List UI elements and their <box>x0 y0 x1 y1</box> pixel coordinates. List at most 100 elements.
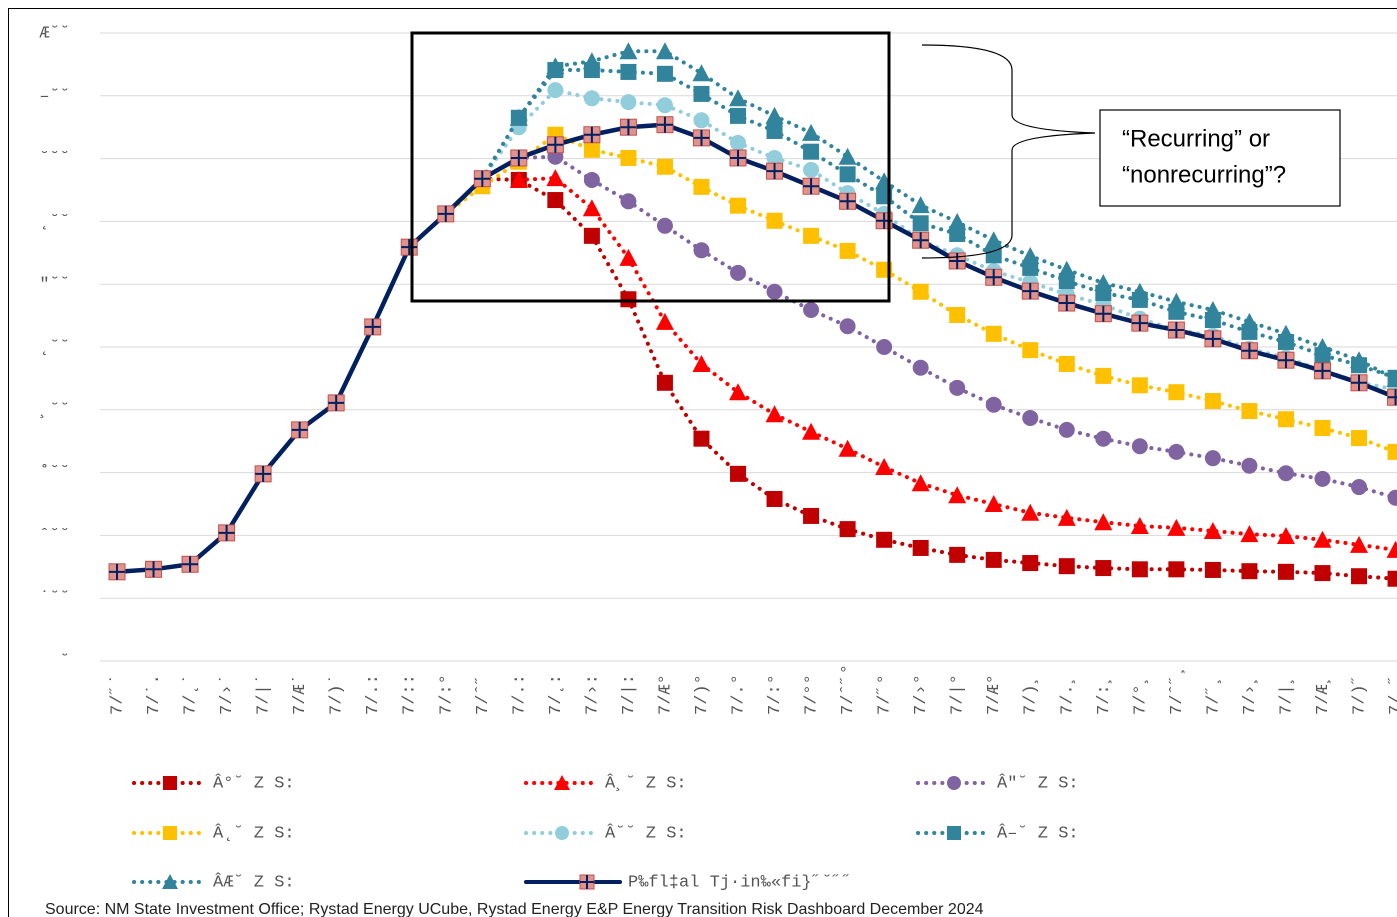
marker <box>1057 260 1076 278</box>
marker <box>1095 560 1112 577</box>
marker <box>766 149 783 166</box>
marker <box>985 325 1002 342</box>
marker <box>579 874 595 890</box>
marker <box>1130 282 1149 300</box>
marker <box>985 396 1002 413</box>
marker <box>839 521 856 538</box>
marker <box>912 231 930 249</box>
marker-cross <box>474 170 491 187</box>
marker <box>1387 570 1397 587</box>
y-tick-label: ˚˘˘ <box>39 464 70 483</box>
marker-cross <box>766 163 783 180</box>
marker-cross <box>620 119 637 136</box>
marker <box>1167 292 1186 310</box>
x-tick-label: 7/.° <box>729 674 748 715</box>
marker <box>803 301 820 318</box>
x-tick-label: 7/Æ¸ <box>1314 674 1333 715</box>
marker-cross <box>1314 362 1331 379</box>
marker <box>949 306 966 323</box>
marker <box>656 374 673 391</box>
marker <box>693 430 710 447</box>
marker <box>693 242 710 259</box>
marker-cross <box>1241 342 1258 359</box>
legend-item: ÂÆ˘ Z S: <box>132 872 295 892</box>
marker <box>730 465 747 482</box>
marker-cross <box>1387 389 1397 406</box>
legend-label: Â″˘ Z S: <box>997 773 1079 793</box>
marker <box>1022 342 1039 359</box>
marker <box>803 143 820 160</box>
y-tick-label: ˛˘˘ <box>39 338 70 357</box>
marker <box>1057 508 1076 526</box>
marker <box>1350 535 1369 553</box>
marker <box>802 123 821 141</box>
annotation: “Recurring” or <box>1122 125 1270 152</box>
marker <box>984 495 1003 512</box>
marker <box>838 439 857 457</box>
marker <box>163 826 177 840</box>
marker <box>546 169 565 187</box>
x-tick-label: 7/|° <box>949 674 968 715</box>
y-tick-label: ˘ <box>60 652 70 671</box>
marker <box>620 149 637 166</box>
marker <box>509 108 528 126</box>
legend-label: Â˛˘ Z S: <box>213 823 295 843</box>
marker <box>1277 411 1294 428</box>
x-tick-label: 7/)¸ <box>1022 674 1041 715</box>
y-tick-label: ˙˘˘ <box>39 590 70 609</box>
x-tick-label: 7/°¸ <box>1131 674 1150 715</box>
source: Source: NM State Investment Office; Ryst… <box>45 901 984 917</box>
marker <box>803 507 820 524</box>
marker <box>1095 367 1112 384</box>
marker <box>1203 300 1222 318</box>
marker <box>656 217 673 234</box>
marker-cross <box>182 556 199 573</box>
marker <box>509 170 528 188</box>
marker <box>838 147 857 165</box>
series <box>474 170 1397 587</box>
marker <box>656 65 673 82</box>
marker <box>655 42 674 60</box>
marker <box>876 531 893 548</box>
marker <box>1022 555 1039 572</box>
marker <box>1386 540 1397 558</box>
series-line <box>480 176 1397 581</box>
marker <box>1168 443 1185 460</box>
marker <box>327 394 345 412</box>
marker <box>582 52 601 70</box>
x-tick-label: 7/›° <box>912 674 931 715</box>
x-tick-label: 7/:° <box>766 674 785 715</box>
marker <box>803 227 820 244</box>
marker <box>1350 351 1369 369</box>
marker <box>692 354 711 372</box>
marker <box>984 231 1003 249</box>
marker <box>912 283 929 300</box>
marker <box>1387 489 1397 506</box>
marker-cross <box>218 524 235 541</box>
marker <box>839 166 856 183</box>
x-tick-label: 7/°° <box>803 674 822 715</box>
x-tick-label: 7/˝° <box>876 674 895 715</box>
marker <box>839 242 856 259</box>
marker-cross <box>949 252 966 269</box>
x-tick-label: 7/:: <box>401 674 420 715</box>
y-tick-label: ˛˘˘ <box>39 213 70 232</box>
marker <box>1313 338 1332 355</box>
marker-cross <box>109 563 125 580</box>
marker-cross <box>583 126 600 143</box>
marker <box>912 539 929 556</box>
marker <box>912 359 929 376</box>
series <box>510 148 1397 506</box>
x-tick-label: 7/Æ° <box>985 674 1004 715</box>
x-tick-label: 7/˛˙ <box>182 674 201 715</box>
marker <box>766 122 783 139</box>
legend-label: P‰fl‡al Tj·in‰«fi}˝˘˝˝ <box>628 873 852 892</box>
marker-cross <box>839 193 856 210</box>
marker <box>108 563 126 581</box>
legend-item: Â˘˘ Z S: <box>524 823 687 843</box>
series <box>108 116 1397 581</box>
marker-cross <box>730 149 747 166</box>
marker <box>730 134 747 151</box>
x-tick-label: 7/:¸ <box>1095 674 1114 715</box>
marker <box>1204 450 1221 467</box>
